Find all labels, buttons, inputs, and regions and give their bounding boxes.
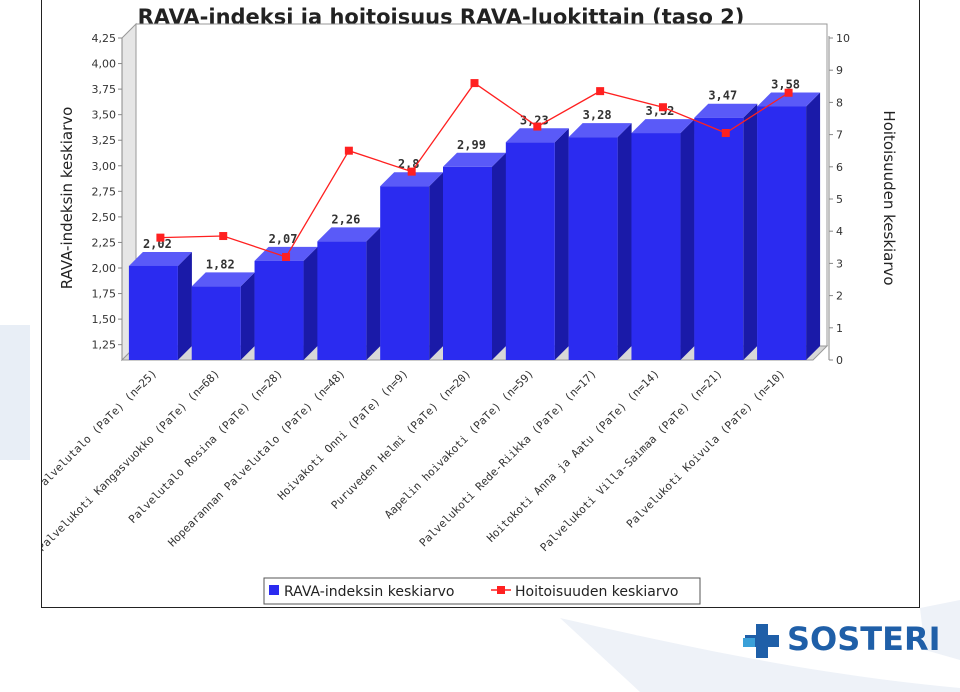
y-axis-right-tick-label: 10 bbox=[836, 32, 850, 45]
bar-value-label: 2,26 bbox=[331, 212, 360, 226]
bar-side bbox=[240, 272, 255, 360]
cross-icon bbox=[743, 624, 779, 658]
y-axis-left-tick-label: 1,75 bbox=[92, 288, 117, 301]
legend-bar-label: RAVA-indeksin keskiarvo bbox=[284, 584, 454, 600]
hoitoisuus-point bbox=[344, 146, 353, 155]
hoitoisuus-point bbox=[784, 88, 793, 97]
x-axis-category-label: Hoivakoti Onni (PaTe) (n=9) bbox=[275, 367, 411, 503]
y-axis-right-tick-label: 2 bbox=[836, 290, 843, 303]
legend-line-marker bbox=[497, 586, 505, 594]
y-axis-left-tick-label: 1,25 bbox=[92, 339, 117, 352]
y-axis-right-tick-label: 1 bbox=[836, 322, 843, 335]
bar bbox=[631, 133, 681, 360]
y-axis-left-tick-label: 1,50 bbox=[92, 313, 117, 326]
logo-text: SOSTERI bbox=[787, 620, 941, 658]
background-band bbox=[0, 325, 30, 460]
bar-value-label: 2,07 bbox=[269, 232, 298, 246]
bar-side bbox=[617, 123, 632, 361]
bar-top bbox=[317, 227, 381, 242]
bar bbox=[254, 260, 304, 360]
bar bbox=[128, 265, 178, 360]
bar-value-label: 1,82 bbox=[206, 257, 235, 271]
y-axis-left-tick-label: 2,25 bbox=[92, 236, 117, 249]
y-axis-left-tick-label: 3,50 bbox=[92, 109, 117, 122]
y-axis-left-tick-label: 3,75 bbox=[92, 83, 117, 96]
chart: RAVA-indeksi ja hoitoisuus RAVA-luokitta… bbox=[42, 5, 898, 605]
y-axis-right-tick-label: 0 bbox=[836, 354, 843, 367]
bar-value-label: 2,02 bbox=[143, 237, 172, 251]
bar-top bbox=[443, 152, 506, 167]
y-axis-right-label: Hoitoisuuden keskiarvo bbox=[880, 110, 898, 285]
bar-side bbox=[554, 128, 569, 360]
y-axis-right-tick-label: 6 bbox=[836, 161, 843, 174]
bar-top bbox=[380, 172, 444, 187]
y-axis-left-tick-label: 3,25 bbox=[92, 134, 117, 147]
bar bbox=[568, 137, 618, 360]
bar bbox=[757, 106, 807, 360]
hoitoisuus-point bbox=[470, 79, 479, 88]
y-axis-right-tick-label: 7 bbox=[836, 129, 843, 142]
bar bbox=[317, 241, 367, 360]
y-axis-right-tick-label: 5 bbox=[836, 193, 843, 206]
bar bbox=[694, 117, 744, 360]
y-axis-right-tick-label: 9 bbox=[836, 64, 843, 77]
bar-side bbox=[177, 251, 192, 360]
y-axis-right-tick-label: 8 bbox=[836, 96, 843, 109]
hoitoisuus-point bbox=[596, 87, 605, 96]
hoitoisuus-point bbox=[533, 122, 542, 131]
bar-side bbox=[743, 103, 758, 360]
y-axis-left-tick-label: 2,50 bbox=[92, 211, 117, 224]
y-axis-left-tick-label: 2,75 bbox=[92, 185, 117, 198]
x-axis-category-label: Puruveden Helmi (PaTe) (n=20) bbox=[329, 367, 474, 512]
y-axis-left-tick-label: 4,25 bbox=[92, 32, 117, 45]
bar-side bbox=[680, 119, 695, 360]
bar bbox=[380, 186, 430, 360]
bar-value-label: 3,47 bbox=[708, 89, 737, 103]
legend: RAVA-indeksin keskiarvo Hoitoisuuden kes… bbox=[263, 577, 701, 605]
legend-bar-swatch bbox=[269, 585, 279, 595]
bar-top bbox=[191, 272, 255, 287]
bar-top bbox=[631, 119, 695, 134]
hoitoisuus-point bbox=[219, 232, 228, 241]
y-axis-right-tick-label: 4 bbox=[836, 225, 843, 238]
bar-top bbox=[568, 123, 632, 138]
bar bbox=[191, 286, 241, 360]
bar-top bbox=[128, 251, 192, 266]
bar bbox=[505, 142, 555, 360]
legend-line-label: Hoitoisuuden keskiarvo bbox=[515, 584, 679, 600]
bar-value-label: 2,99 bbox=[457, 138, 486, 152]
bar-top bbox=[694, 103, 758, 118]
bar-side bbox=[366, 227, 381, 360]
bar bbox=[443, 166, 492, 360]
chart-panel: RAVA-indeksi ja hoitoisuus RAVA-luokitta… bbox=[41, 0, 920, 608]
y-axis-left-tick-label: 3,00 bbox=[92, 160, 117, 173]
hoitoisuus-point bbox=[282, 252, 291, 261]
bar-side bbox=[806, 92, 821, 360]
hoitoisuus-point bbox=[156, 233, 165, 242]
y-axis-left-label: RAVA-indeksin keskiarvo bbox=[58, 107, 76, 290]
sosteri-logo: SOSTERI bbox=[743, 620, 941, 660]
bar-value-label: 3,58 bbox=[771, 77, 800, 91]
hoitoisuus-point bbox=[658, 103, 667, 112]
bar-side bbox=[429, 172, 444, 360]
bar-top bbox=[505, 128, 569, 143]
bar-side bbox=[491, 152, 506, 360]
y-axis-left-tick-label: 2,00 bbox=[92, 262, 117, 275]
y-axis-left-tick-label: 4,00 bbox=[92, 58, 117, 71]
bar-side bbox=[303, 246, 318, 360]
y-axis-right-tick-label: 3 bbox=[836, 257, 843, 270]
hoitoisuus-point bbox=[721, 128, 730, 137]
hoitoisuus-point bbox=[407, 167, 416, 176]
x-axis-category-label: Palvelutalo (PaTe) (n=25) bbox=[42, 367, 160, 493]
bar-value-label: 3,28 bbox=[583, 108, 612, 122]
